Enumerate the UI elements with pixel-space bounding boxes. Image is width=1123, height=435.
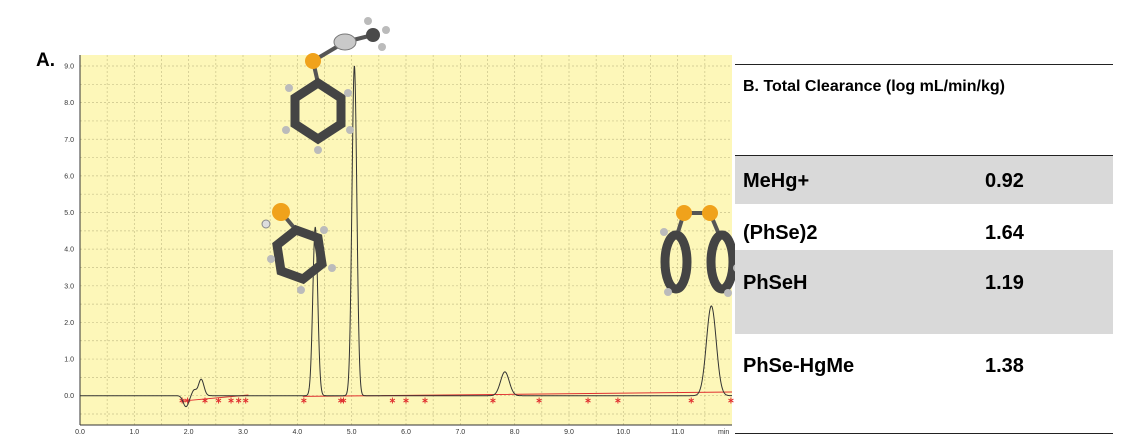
x-tick-label: 4.0 (292, 429, 302, 435)
integration-mark (403, 397, 409, 404)
panel-a-label: A. (36, 50, 55, 71)
y-tick-label: 3.0 (64, 283, 74, 290)
clearance-value: 1.38 (985, 355, 1024, 377)
integration-mark (728, 397, 734, 404)
y-tick-label: 6.0 (64, 173, 74, 180)
x-tick-label: 0.0 (75, 429, 85, 435)
x-tick-label: 2.0 (184, 429, 194, 435)
integration-marks (179, 397, 734, 404)
axes (79, 55, 732, 426)
compound-name: PhSe-HgMe (743, 355, 855, 377)
integration-mark (490, 397, 496, 404)
y-tick-label: 7.0 (64, 137, 74, 144)
integration-mark (536, 397, 542, 404)
integration-mark (215, 397, 222, 404)
clearance-value: 0.92 (985, 170, 1024, 192)
integration-mark (228, 397, 234, 404)
x-unit-label: min (718, 429, 729, 435)
integration-mark (422, 397, 428, 404)
integration-mark (688, 397, 695, 404)
benzeneselenol-molecule (261, 203, 336, 294)
compound-name: MeHg+ (743, 170, 810, 192)
y-tick-label: 2.0 (64, 320, 74, 327)
integration-mark (235, 397, 242, 404)
chromatogram-chart: 0.0 1.0 2.0 3.0 4.0 5.0 6.0 7.0 8.0 9.0 10.0 11.0 0.… (64, 17, 735, 435)
table-header: B. Total Clearance (log mL/min/kg) (743, 78, 1005, 95)
y-tick-label: 1.0 (64, 357, 74, 364)
integration-mark (615, 397, 621, 404)
clearance-table: B. Total Clearance (log mL/min/kg) MeHg+… (735, 60, 1113, 435)
x-tick-label: 9.0 (564, 429, 574, 435)
table-header-rule (735, 155, 1113, 156)
table-bottom-rule (735, 433, 1113, 434)
integration-mark (389, 397, 396, 404)
y-tick-label: 0.0 (64, 393, 74, 400)
diphenyl-diselenide-molecule (660, 205, 735, 297)
integration-mark (585, 397, 591, 404)
x-tick-label: 7.0 (455, 429, 465, 435)
tick-labels: 0.0 1.0 2.0 3.0 4.0 5.0 6.0 7.0 8.0 9.0 10.0 11.0 0.… (64, 63, 684, 435)
x-tick-label: 10.0 (617, 429, 631, 435)
integration-mark (301, 397, 307, 404)
clearance-value: 1.19 (985, 272, 1024, 294)
methylmercury-phenylselenide-molecule (282, 17, 390, 154)
y-tick-label: 9.0 (64, 63, 74, 70)
table-row: PhSeH 1.19 (735, 250, 1113, 334)
y-tick-label: 5.0 (64, 210, 74, 217)
x-tick-label: 1.0 (129, 429, 139, 435)
table-row: MeHg+ 0.92 (735, 156, 1113, 204)
y-tick-label: 8.0 (64, 100, 74, 107)
compound-name: (PhSe)2 (743, 222, 818, 244)
integration-mark (340, 397, 347, 404)
compound-name: PhSeH (743, 272, 808, 294)
integration-mark (242, 397, 249, 404)
table-row: (PhSe)2 1.64 (735, 204, 1113, 248)
x-tick-label: 3.0 (238, 429, 248, 435)
clearance-value: 1.64 (985, 222, 1024, 244)
x-tick-label: 8.0 (510, 429, 520, 435)
table-top-rule (735, 64, 1113, 65)
table-row: PhSe-HgMe 1.38 (735, 334, 1113, 434)
x-tick-label: 6.0 (401, 429, 411, 435)
x-tick-label: 5.0 (347, 429, 357, 435)
x-tick-label: 11.0 (671, 429, 684, 435)
chromatogram-trace (80, 65, 732, 408)
integration-mark (202, 397, 208, 404)
y-tick-label: 4.0 (64, 247, 74, 254)
